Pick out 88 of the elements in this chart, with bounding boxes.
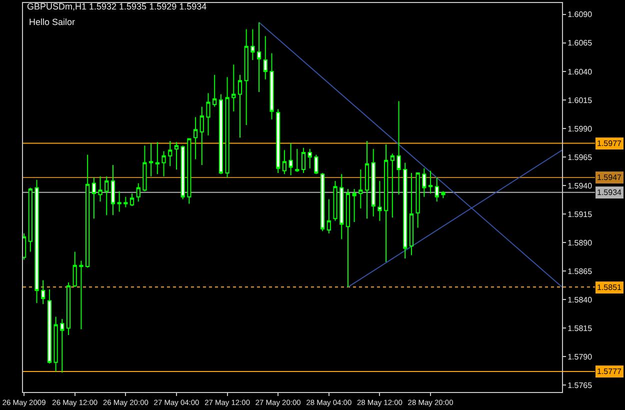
y-tick-label: 1.6065: [568, 38, 593, 48]
candlestick: [358, 169, 363, 209]
candlestick: [28, 187, 32, 252]
candlestick: [92, 177, 96, 220]
candlestick: [434, 177, 439, 202]
candlestick: [130, 193, 134, 207]
candlestick: [333, 180, 338, 222]
candlestick: [288, 142, 293, 176]
candlestick: [301, 147, 306, 174]
candlestick: [54, 316, 58, 372]
candlestick: [384, 144, 388, 262]
candlestick: [34, 179, 39, 304]
y-tick-label: 1.5765: [568, 380, 593, 390]
candlestick: [225, 76, 230, 178]
ref-line-label: 1.5934: [597, 188, 622, 197]
candlestick: [110, 164, 116, 216]
y-tick-label: 1.5915: [568, 210, 593, 219]
candlestick: [270, 52, 274, 120]
ref-line-label: 1.5977: [597, 139, 622, 148]
candlestick: [346, 188, 350, 288]
candlestick: [428, 170, 433, 194]
candlestick: [162, 150, 166, 177]
candlestick: [244, 28, 248, 126]
candlestick: [72, 251, 77, 288]
candlestick: [314, 154, 318, 175]
candlestick: [98, 176, 102, 202]
candlestick: [149, 142, 154, 177]
candlestick: [79, 260, 84, 330]
y-tick-label: 1.5965: [568, 152, 593, 162]
y-tick-label: 1.6015: [568, 96, 593, 105]
candlestick: [409, 172, 414, 256]
candlestick: [256, 22, 262, 92]
candlestick: [174, 142, 179, 170]
candlestick: [136, 182, 140, 202]
y-tick-label: 1.5815: [568, 324, 593, 333]
candlestick: [142, 145, 147, 192]
candlestick: [396, 100, 401, 196]
candlestick: [276, 108, 280, 174]
ref-line-label: 1.5851: [597, 283, 622, 292]
candlestick: [282, 150, 287, 175]
candlestick: [390, 153, 394, 218]
y-tick-label: 1.5790: [568, 352, 593, 362]
candlestick: [416, 172, 420, 228]
y-tick-label: 1.5890: [568, 238, 593, 248]
candlestick: [352, 188, 356, 223]
candlestick: [371, 148, 376, 217]
candlestick: [218, 94, 223, 175]
candlestick: [308, 148, 312, 169]
candlestick: [232, 64, 236, 112]
candlestick: [295, 148, 300, 172]
candlestick: [200, 106, 204, 166]
y-tick-label: 1.5990: [568, 124, 593, 134]
candlestick: [212, 74, 217, 108]
candlestick: [41, 280, 46, 305]
ref-line-label: 1.5947: [597, 173, 622, 182]
candlestick: [378, 180, 382, 222]
candlestick: [155, 142, 160, 175]
y-tick-label: 1.6090: [568, 10, 593, 20]
y-tick-label: 1.5865: [568, 266, 593, 276]
candlestick: [263, 36, 268, 80]
candlestick: [340, 174, 344, 240]
candlestick: [206, 92, 210, 136]
candlestick: [104, 176, 109, 216]
candlestick: [180, 145, 185, 200]
candlestick: [193, 116, 198, 160]
candlestick: [250, 28, 255, 61]
chart-title: GBPUSDm,H1 1.5932 1.5935 1.5929 1.5934: [27, 1, 207, 12]
candlestick: [326, 198, 331, 234]
candlestick: [168, 140, 172, 167]
candlestick: [124, 196, 128, 208]
candlestick: [422, 168, 426, 198]
y-tick-label: 1.5940: [568, 181, 593, 190]
text: Hello Sailor: [29, 17, 76, 27]
candlestick: [66, 282, 71, 336]
candlestick: [187, 138, 192, 204]
candlestick: [403, 162, 408, 260]
candlestick: [364, 140, 370, 220]
candlestick: [23, 232, 26, 260]
candlestick: [86, 154, 90, 268]
candlestick: [47, 288, 52, 364]
candlestick: [320, 172, 325, 232]
ref-line-label: 1.5777: [597, 367, 622, 376]
y-tick-label: 1.6040: [568, 67, 593, 76]
candlestick: [238, 74, 242, 138]
candlestick: [441, 190, 446, 199]
candlestick: [117, 190, 122, 212]
candlestick: [60, 318, 64, 374]
y-tick-label: 1.5840: [568, 295, 593, 304]
